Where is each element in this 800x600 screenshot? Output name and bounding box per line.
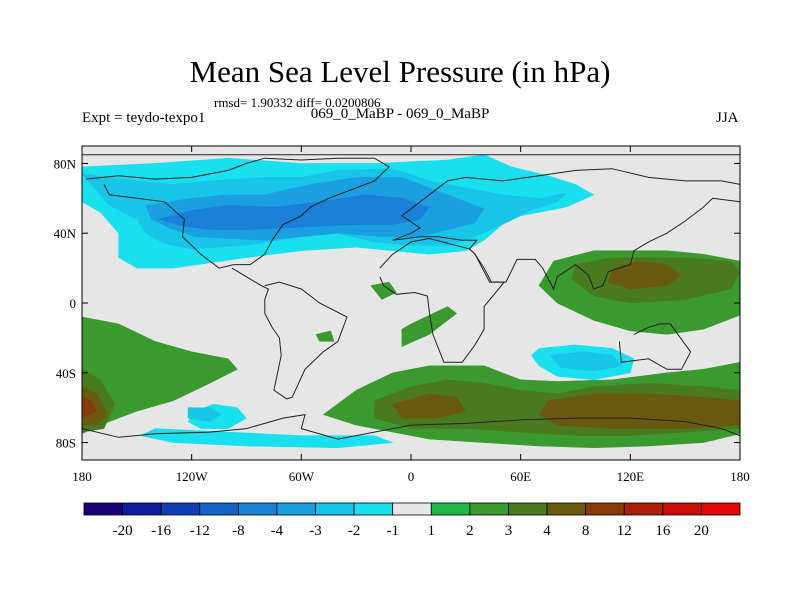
x-tick-label: 0	[408, 469, 415, 484]
x-tick-label: 120W	[176, 469, 209, 484]
colorbar-swatch	[469, 502, 509, 516]
y-tick-label: 80N	[54, 156, 77, 171]
colorbar-swatch	[353, 502, 394, 516]
colorbar-label: -20	[113, 523, 133, 539]
colorbar-swatch	[585, 502, 625, 516]
colorbar-label: 2	[466, 523, 474, 539]
contour-region	[158, 194, 430, 230]
colorbar-swatch	[662, 502, 702, 516]
y-tick-label: 40S	[56, 366, 76, 381]
rmsd-diff-stats: rmsd= 1.90332 diff= 0.0200806	[214, 95, 381, 110]
contour-region	[315, 330, 335, 342]
comparison-subtitle: 069_0_MaBP - 069_0_MaBP	[310, 106, 490, 122]
colorbar-label: -1	[386, 523, 399, 539]
coastline	[392, 197, 740, 291]
coastline	[379, 237, 506, 363]
colorbar-swatch	[199, 502, 239, 516]
y-tick-label: 0	[70, 296, 77, 311]
contour-region	[401, 306, 457, 347]
colorbar-label: -4	[271, 523, 284, 539]
colorbar-label: 3	[505, 523, 513, 539]
contour-region	[82, 396, 97, 419]
x-tick-label: 60W	[289, 469, 315, 484]
contour-region	[538, 393, 740, 429]
y-tick-label: 40N	[54, 226, 77, 241]
colorbar-swatch	[508, 502, 548, 516]
colorbar-label: -3	[309, 523, 322, 539]
colorbar-swatch	[392, 502, 432, 516]
colorbar-label: -2	[348, 523, 361, 539]
contour-region	[392, 393, 467, 419]
colorbar-swatch	[546, 502, 587, 516]
colorbar-swatch	[237, 502, 278, 516]
contour-region	[82, 386, 108, 426]
colorbar-label: 1	[428, 523, 436, 539]
coastline	[82, 413, 740, 440]
contour-region	[140, 428, 393, 449]
colorbar-label: 4	[543, 523, 551, 539]
coastline	[618, 323, 692, 370]
colorbar-label: 12	[617, 523, 632, 539]
pressure-contour-regions	[82, 154, 740, 449]
contour-region	[549, 351, 624, 372]
x-tick-label: 60E	[510, 469, 531, 484]
coastline	[85, 157, 390, 269]
map-title: Mean Sea Level Pressure (in hPa)	[189, 54, 611, 89]
colorbar-label: -12	[190, 523, 210, 539]
x-tick-label: 180	[730, 469, 750, 484]
coastline	[392, 168, 740, 241]
coastline	[231, 267, 348, 400]
colorbar-label: -16	[151, 523, 171, 539]
season-label: JJA	[716, 110, 739, 126]
y-tick-label: 80S	[56, 436, 76, 451]
colorbar-label: -8	[232, 523, 245, 539]
colorbar-swatch	[122, 502, 162, 516]
x-tick-label: 180	[72, 469, 92, 484]
colorbar-swatch	[160, 502, 201, 516]
colorbar-swatch	[315, 502, 355, 516]
colorbar: -20 -16 -12 -8 -4 -3 -2 -1 1 2 3 4 8 12 16 20	[83, 502, 741, 539]
colorbar-swatch	[430, 502, 471, 516]
contour-region	[608, 260, 682, 290]
colorbar-swatch	[701, 502, 741, 516]
colorbar-label: 8	[582, 523, 590, 539]
contour-region	[187, 407, 222, 422]
axis-ticks: 180 120W 60W 0 60E 120E 180 80N 40N 0 40S 80S	[54, 146, 750, 484]
colorbar-swatch	[83, 502, 123, 516]
coastline-layer	[82, 154, 740, 440]
colorbar-swatch	[276, 502, 316, 516]
x-tick-label: 120E	[617, 469, 645, 484]
colorbar-label: 16	[655, 523, 671, 539]
colorbar-label: 20	[694, 523, 709, 539]
experiment-label: Expt = teydo-texpo1	[82, 110, 206, 126]
colorbar-swatch	[623, 502, 664, 516]
